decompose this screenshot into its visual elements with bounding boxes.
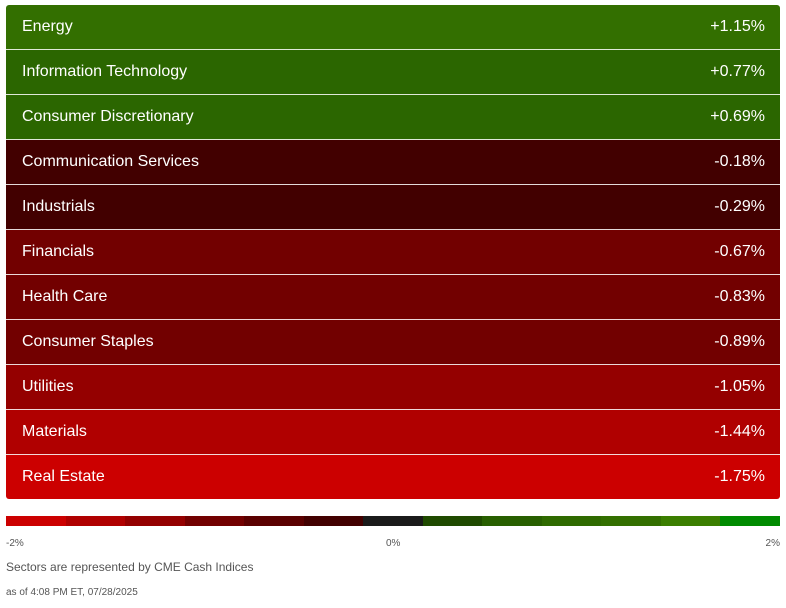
sector-change: +1.15% (710, 18, 765, 35)
sector-name: Information Technology (22, 63, 188, 80)
sector-change: -0.18% (714, 153, 765, 170)
sector-row[interactable]: Utilities -1.05% (6, 365, 780, 410)
sector-name: Consumer Staples (22, 333, 154, 350)
scale-segment (125, 516, 185, 526)
sector-name: Communication Services (22, 153, 199, 170)
sector-name: Materials (22, 423, 87, 440)
scale-segment (6, 516, 66, 526)
scale-segment (363, 516, 423, 526)
sector-change: -0.67% (714, 243, 765, 260)
sector-change: -0.29% (714, 198, 765, 215)
scale-segment (720, 516, 780, 526)
sector-row[interactable]: Real Estate -1.75% (6, 455, 780, 499)
sector-name: Real Estate (22, 468, 105, 485)
source-note: Sectors are represented by CME Cash Indi… (6, 560, 254, 574)
sector-name: Industrials (22, 198, 95, 215)
sector-name: Financials (22, 243, 95, 260)
sector-row[interactable]: Information Technology +0.77% (6, 50, 780, 95)
scale-segment (541, 516, 602, 526)
sector-row[interactable]: Consumer Discretionary +0.69% (6, 95, 780, 140)
sector-name: Energy (22, 18, 73, 35)
sector-row[interactable]: Financials -0.67% (6, 230, 780, 275)
timestamp: as of 4:08 PM ET, 07/28/2025 (6, 587, 138, 598)
scale-min-label: -2% (6, 538, 24, 549)
scale-segment (660, 516, 721, 526)
sector-change: -0.83% (714, 288, 765, 305)
sector-row[interactable]: Industrials -0.29% (6, 185, 780, 230)
sector-change: -1.05% (714, 378, 765, 395)
sector-row[interactable]: Materials -1.44% (6, 410, 780, 455)
sector-change: +0.77% (710, 63, 765, 80)
sector-change: -1.75% (714, 468, 765, 485)
scale-segment (422, 516, 483, 526)
scale-segment (601, 516, 661, 526)
sector-heatmap: Energy +1.15% Information Technology +0.77%… (6, 5, 780, 499)
sector-row[interactable]: Health Care -0.83% (6, 275, 780, 320)
scale-segment (303, 516, 364, 526)
scale-mid-label: 0% (386, 538, 401, 549)
scale-segment (65, 516, 126, 526)
sector-row[interactable]: Communication Services -0.18% (6, 140, 780, 185)
sector-change: -1.44% (714, 423, 765, 440)
sector-name: Health Care (22, 288, 108, 305)
scale-segment (184, 516, 245, 526)
scale-segment (482, 516, 542, 526)
sector-row[interactable]: Energy +1.15% (6, 5, 780, 50)
sector-change: +0.69% (710, 108, 765, 125)
color-scale (6, 516, 780, 526)
scale-segment (244, 516, 304, 526)
sector-name: Utilities (22, 378, 74, 395)
sector-row[interactable]: Consumer Staples -0.89% (6, 320, 780, 365)
sector-name: Consumer Discretionary (22, 108, 194, 125)
scale-max-label: 2% (765, 538, 780, 549)
sector-change: -0.89% (714, 333, 765, 350)
